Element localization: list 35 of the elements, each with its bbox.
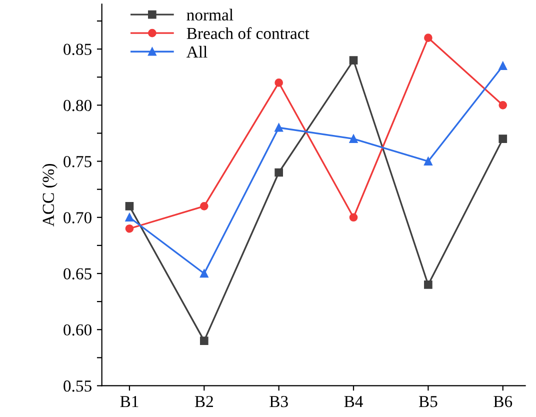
point (349, 213, 358, 222)
x-tick-label: B3 (270, 396, 288, 408)
y-tick-label: 0.65 (64, 268, 92, 280)
legend-label: All (186, 46, 208, 58)
point (424, 34, 432, 42)
point (125, 224, 134, 233)
point (274, 123, 283, 132)
point (498, 134, 508, 144)
y-tick-label: 0.85 (64, 44, 92, 56)
point (498, 62, 508, 70)
text: 0.60 (64, 324, 92, 336)
point (349, 56, 358, 64)
point (200, 269, 208, 278)
x-tick-label: B1 (120, 396, 138, 408)
point (349, 134, 358, 144)
point (424, 280, 432, 289)
point (274, 168, 283, 177)
y-tick-label: 0.55 (64, 380, 92, 392)
text: 0.80 (64, 100, 92, 112)
y-axis-title: ACC (%) (42, 164, 58, 226)
legend-label: Breach of contract (186, 27, 310, 40)
point (200, 336, 208, 346)
y-tick-label: 0.75 (64, 156, 92, 168)
text: 0.70 (64, 212, 92, 224)
point (125, 202, 134, 210)
point (274, 78, 283, 87)
point (498, 101, 508, 110)
point (424, 157, 432, 166)
point (125, 213, 134, 222)
x-tick-label: B4 (344, 396, 363, 408)
legend-label: normal (186, 8, 234, 21)
point (200, 202, 208, 210)
x-tick-label: B5 (418, 396, 438, 408)
x-tick-label: B2 (194, 396, 213, 408)
x-tick-label: B6 (494, 396, 512, 408)
